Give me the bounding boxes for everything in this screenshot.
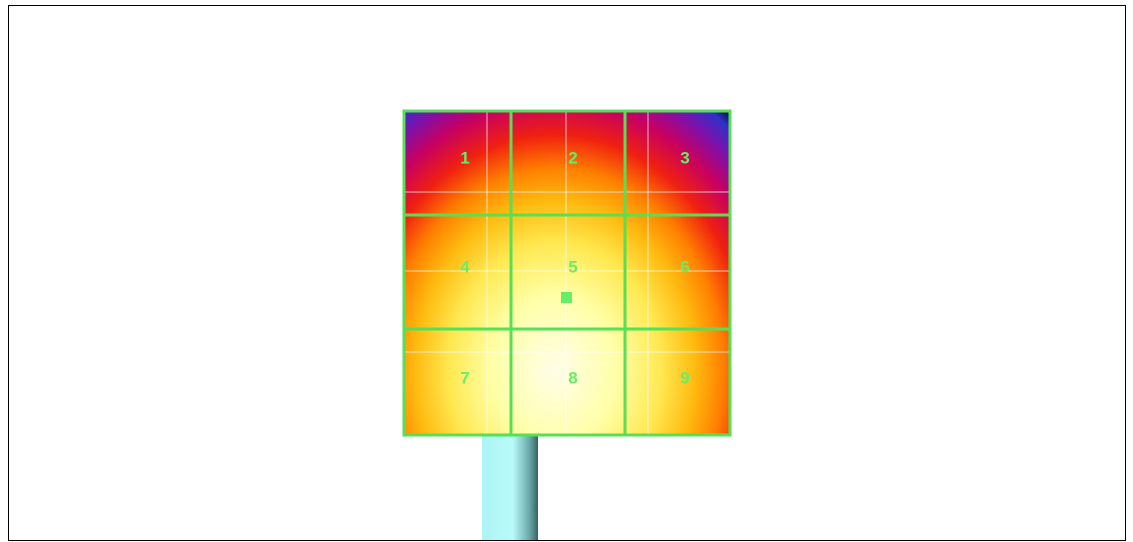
fine-grid (404, 111, 730, 435)
zone-label: 4 (460, 257, 470, 276)
zone-label: 5 (568, 257, 577, 276)
zone-label: 6 (680, 257, 689, 276)
zone-border (402, 109, 732, 437)
zone-label: 8 (568, 368, 577, 387)
heat-panel (404, 111, 730, 435)
zone-label: 9 (680, 368, 689, 387)
center-marker (561, 292, 572, 303)
zone-grid (402, 109, 732, 437)
zone-label: 3 (680, 148, 689, 167)
zone-label: 1 (460, 148, 469, 167)
zone-label: 7 (460, 368, 469, 387)
zone-label: 2 (568, 148, 577, 167)
zone-labels: 1 2 3 4 5 6 7 8 9 (460, 148, 689, 387)
pole (482, 435, 538, 540)
